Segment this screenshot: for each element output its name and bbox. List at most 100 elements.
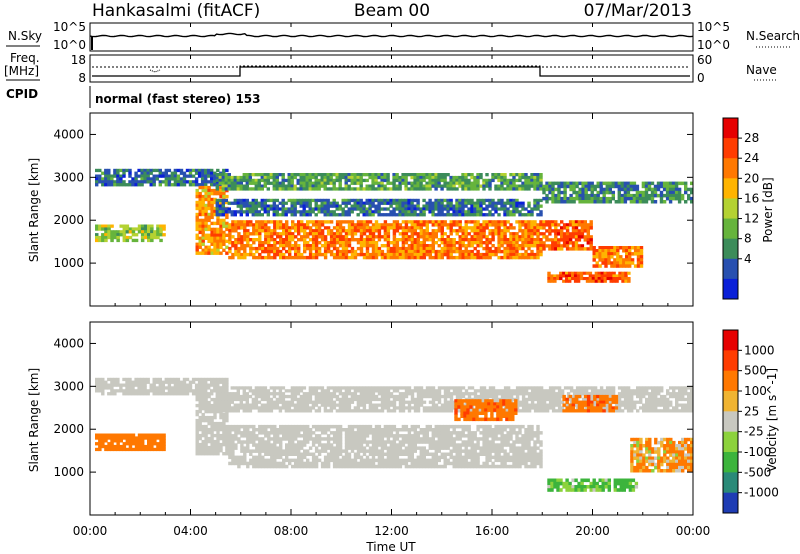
heatmap-cell xyxy=(213,427,217,432)
power-heatmap xyxy=(95,168,693,283)
heatmap-cell xyxy=(386,226,391,230)
heatmap-cell xyxy=(491,235,495,239)
heatmap-cell xyxy=(473,178,477,183)
heatmap-cell xyxy=(137,392,141,396)
heatmap-cell xyxy=(159,224,163,228)
heatmap-cell xyxy=(518,210,522,214)
heatmap-cell xyxy=(143,386,147,390)
heatmap-cell xyxy=(470,181,474,185)
heatmap-cell xyxy=(690,190,693,195)
heatmap-cell xyxy=(446,181,450,185)
heatmap-cell xyxy=(560,247,564,251)
heatmap-cell xyxy=(677,193,682,198)
heatmap-cell xyxy=(234,252,238,257)
heatmap-cell xyxy=(497,424,501,429)
heatmap-cell xyxy=(251,178,255,183)
heatmap-cell xyxy=(581,200,585,204)
heatmap-cell xyxy=(243,431,247,435)
heatmap-cell xyxy=(452,455,456,460)
heatmap-cell xyxy=(216,251,220,255)
heatmap-cell xyxy=(297,461,301,466)
heatmap-cell xyxy=(476,440,480,444)
heatmap-cell xyxy=(512,213,516,217)
heatmap-cell xyxy=(167,377,172,382)
heatmap-cell xyxy=(404,175,408,180)
heatmap-cell xyxy=(618,277,622,281)
heatmap-cell xyxy=(392,252,397,257)
heatmap-cell xyxy=(524,184,528,188)
heatmap-cell xyxy=(612,277,616,281)
heatmap-cell xyxy=(467,184,471,188)
heatmap-cell xyxy=(267,440,271,444)
heatmap-cell xyxy=(589,241,593,245)
heatmap-cell xyxy=(213,242,217,246)
heatmap-cell xyxy=(233,210,237,214)
heatmap-cell xyxy=(131,433,136,437)
heatmap-cell xyxy=(386,452,391,456)
heatmap-cell xyxy=(341,461,346,466)
heatmap-cell xyxy=(374,229,379,233)
heatmap-cell xyxy=(368,238,373,242)
heatmap-cell xyxy=(410,235,414,239)
heatmap-cell xyxy=(353,446,358,450)
heatmap-cell xyxy=(604,252,608,256)
heatmap-cell xyxy=(621,274,625,278)
heatmap-cell xyxy=(626,190,631,195)
heatmap-cell xyxy=(107,171,111,175)
heatmap-cell xyxy=(270,458,274,463)
heatmap-cell xyxy=(440,220,444,224)
heatmap-cell xyxy=(350,235,355,239)
heatmap-cell xyxy=(276,449,280,453)
heatmap-cell xyxy=(311,255,316,260)
heatmap-cell xyxy=(125,224,130,228)
heatmap-cell xyxy=(580,223,585,227)
heatmap-cell xyxy=(494,434,498,438)
heatmap-cell xyxy=(485,207,489,211)
heatmap-cell xyxy=(335,461,340,466)
heatmap-cell xyxy=(434,207,438,211)
heatmap-cell xyxy=(503,181,507,185)
heatmap-cell xyxy=(628,264,632,268)
heatmap-cell xyxy=(273,428,277,432)
heatmap-cell xyxy=(125,436,130,440)
heatmap-cell xyxy=(594,277,599,281)
heatmap-cell xyxy=(455,178,459,183)
heatmap-cell xyxy=(560,200,564,204)
heatmap-cell xyxy=(213,383,217,387)
heatmap-cell xyxy=(482,207,486,211)
heatmap-cell xyxy=(344,255,349,260)
heatmap-cell xyxy=(446,249,450,254)
heatmap-cell xyxy=(335,232,340,236)
heatmap-cell xyxy=(455,434,459,438)
heatmap-cell xyxy=(347,207,351,211)
heatmap-cell xyxy=(134,377,138,382)
heatmap-cell xyxy=(210,215,214,220)
heatmap-cell xyxy=(218,175,222,180)
heatmap-cell xyxy=(314,220,319,224)
heatmap-cell xyxy=(341,238,346,242)
heatmap-cell xyxy=(137,227,142,231)
heatmap-cell xyxy=(443,440,447,444)
heatmap-cell xyxy=(258,241,262,245)
heatmap-cell xyxy=(272,178,276,183)
heatmap-cell xyxy=(282,461,286,466)
heatmap-cell xyxy=(303,440,307,444)
heatmap-cell xyxy=(431,443,435,447)
heatmap-cell xyxy=(207,194,211,199)
heatmap-cell xyxy=(410,198,414,203)
heatmap-cell xyxy=(386,178,390,183)
heatmap-cell xyxy=(236,204,240,208)
heatmap-cell xyxy=(122,183,126,187)
heatmap-cell xyxy=(365,184,369,188)
heatmap-cell xyxy=(392,452,397,456)
heatmap-cell xyxy=(198,403,202,408)
heatmap-cell xyxy=(240,255,244,260)
heatmap-cell xyxy=(104,224,108,228)
heatmap-cell xyxy=(374,187,378,191)
heatmap-cell xyxy=(317,235,322,239)
heatmap-cell xyxy=(422,229,426,233)
heatmap-cell xyxy=(197,392,202,396)
heatmap-cell xyxy=(257,204,261,208)
heatmap-cell xyxy=(344,175,348,180)
heatmap-cell xyxy=(128,171,132,175)
